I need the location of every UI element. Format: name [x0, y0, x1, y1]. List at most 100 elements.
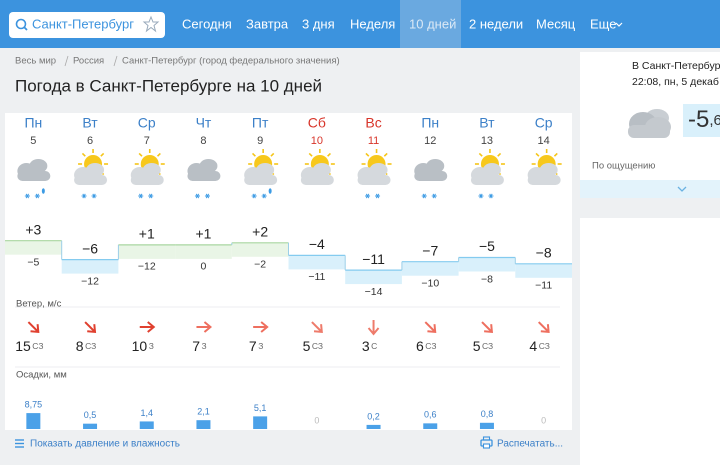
side-card: [580, 218, 720, 465]
sun-ray: [156, 152, 161, 157]
weekday[interactable]: Вт: [479, 115, 495, 131]
temp-band: [345, 270, 402, 285]
now-time: 22:08, пн, 5 декаб: [632, 76, 719, 88]
nav-item[interactable]: Сегодня: [182, 16, 232, 31]
wind-arrow: [311, 321, 323, 334]
breadcrumbs: Весь мир Россия Санкт-Петербург (город фед…: [15, 56, 340, 67]
snowflake: [432, 193, 436, 199]
wind-arrow-shaft: [537, 321, 549, 332]
weekday[interactable]: Пн: [24, 115, 42, 131]
temp-min: −11: [535, 280, 552, 292]
date[interactable]: 11: [368, 135, 379, 147]
wind-direction: СЗ: [539, 341, 550, 351]
precip-label: Осадки, мм: [16, 370, 67, 381]
wind: 5 СЗ: [473, 338, 493, 354]
breadcrumb[interactable]: Россия: [73, 56, 104, 67]
nav-item[interactable]: 10 дней: [409, 16, 456, 31]
breadcrumb[interactable]: Санкт-Петербург (город федерального знач…: [122, 56, 340, 67]
weekday[interactable]: Вс: [365, 115, 381, 131]
weekday[interactable]: Пт: [252, 115, 269, 131]
weekday[interactable]: Вт: [82, 115, 98, 131]
date[interactable]: 9: [257, 135, 263, 147]
nav-item[interactable]: Месяц: [536, 16, 576, 31]
date[interactable]: 7: [144, 135, 150, 147]
wind-arrow: [537, 321, 550, 334]
weekday[interactable]: Чт: [196, 115, 212, 131]
nav-item[interactable]: 3 дня: [302, 16, 335, 31]
temp-min: −8: [481, 273, 493, 285]
date[interactable]: 5: [30, 135, 36, 147]
wind-direction: СЗ: [32, 341, 43, 351]
precip-value: 0,2: [367, 411, 380, 421]
favorite-star[interactable]: [142, 15, 160, 33]
nav-item[interactable]: Еще: [590, 16, 616, 31]
wind-arrow-head: [313, 324, 323, 334]
cloud: [244, 175, 278, 185]
temp-max: −6: [82, 240, 98, 256]
wind-arrow: [139, 321, 156, 333]
wind-speed: 7: [249, 338, 257, 354]
search-text[interactable]: Санкт-Петербург: [32, 16, 134, 31]
temp-max: −4: [309, 236, 325, 252]
snowflake: [479, 193, 483, 199]
date[interactable]: 6: [87, 135, 93, 147]
weather-icon: [527, 149, 562, 185]
wind-arrow-head: [427, 324, 437, 334]
date[interactable]: 8: [200, 135, 206, 147]
sun-ray: [553, 152, 558, 157]
weather-icon: [244, 149, 279, 199]
wind-direction: СЗ: [425, 341, 436, 351]
wind-arrow: [253, 321, 269, 333]
wind-arrow-head: [260, 321, 269, 333]
print-link[interactable]: Распечатать...: [497, 439, 563, 450]
wind-speed: 4: [529, 338, 537, 354]
weekday[interactable]: Ср: [138, 115, 156, 131]
temp-max: +3: [25, 221, 41, 237]
snowflake: [205, 193, 210, 199]
now-temp-box: [683, 104, 720, 137]
snowflake: [422, 193, 426, 199]
precip-bar: [83, 423, 98, 429]
weekday[interactable]: Ср: [535, 115, 553, 131]
temp-max: +1: [139, 226, 155, 242]
wind: 10 З: [132, 338, 154, 354]
temp-band: [515, 263, 572, 278]
breadcrumb[interactable]: Весь мир: [15, 56, 56, 67]
snowflake: [195, 193, 200, 199]
pressure-link[interactable]: Показать давление и влажность: [30, 439, 180, 450]
wind-arrow-head: [30, 324, 40, 334]
wind-arrow: [424, 321, 437, 334]
precip-bar: [479, 422, 494, 429]
search-box[interactable]: [9, 12, 165, 38]
temp-min: 0: [201, 261, 207, 273]
wind-arrow: [27, 321, 40, 334]
nav-item[interactable]: Завтра: [246, 16, 289, 31]
precip-bar: [366, 424, 381, 429]
snowflake: [252, 193, 256, 199]
date[interactable]: 13: [481, 135, 493, 147]
wind-direction: З: [258, 341, 263, 351]
date[interactable]: 14: [538, 135, 550, 147]
wind-arrow-head: [203, 321, 213, 333]
precip-value: 0: [314, 415, 319, 425]
weather-icon: [74, 149, 109, 199]
date[interactable]: 12: [424, 135, 436, 147]
nav-item[interactable]: Неделя: [350, 16, 395, 31]
now-temp-int: -5: [688, 106, 709, 133]
expand-bar[interactable]: [580, 180, 720, 198]
weekday[interactable]: Пн: [421, 115, 439, 131]
cloud: [414, 171, 448, 181]
wind: 15СЗ: [15, 338, 43, 354]
raindrop: [268, 188, 272, 194]
search-icon: [15, 18, 27, 30]
wind-speed: 8: [76, 338, 84, 354]
date[interactable]: 10: [311, 135, 323, 147]
wind-arrow-shaft: [84, 321, 95, 332]
wind: 8 СЗ: [76, 338, 96, 354]
weekday[interactable]: Сб: [308, 115, 326, 131]
now-temp-fraction: ,6: [709, 112, 720, 129]
nav-item[interactable]: 2 недели: [469, 16, 523, 31]
temp-min: −12: [138, 261, 156, 273]
